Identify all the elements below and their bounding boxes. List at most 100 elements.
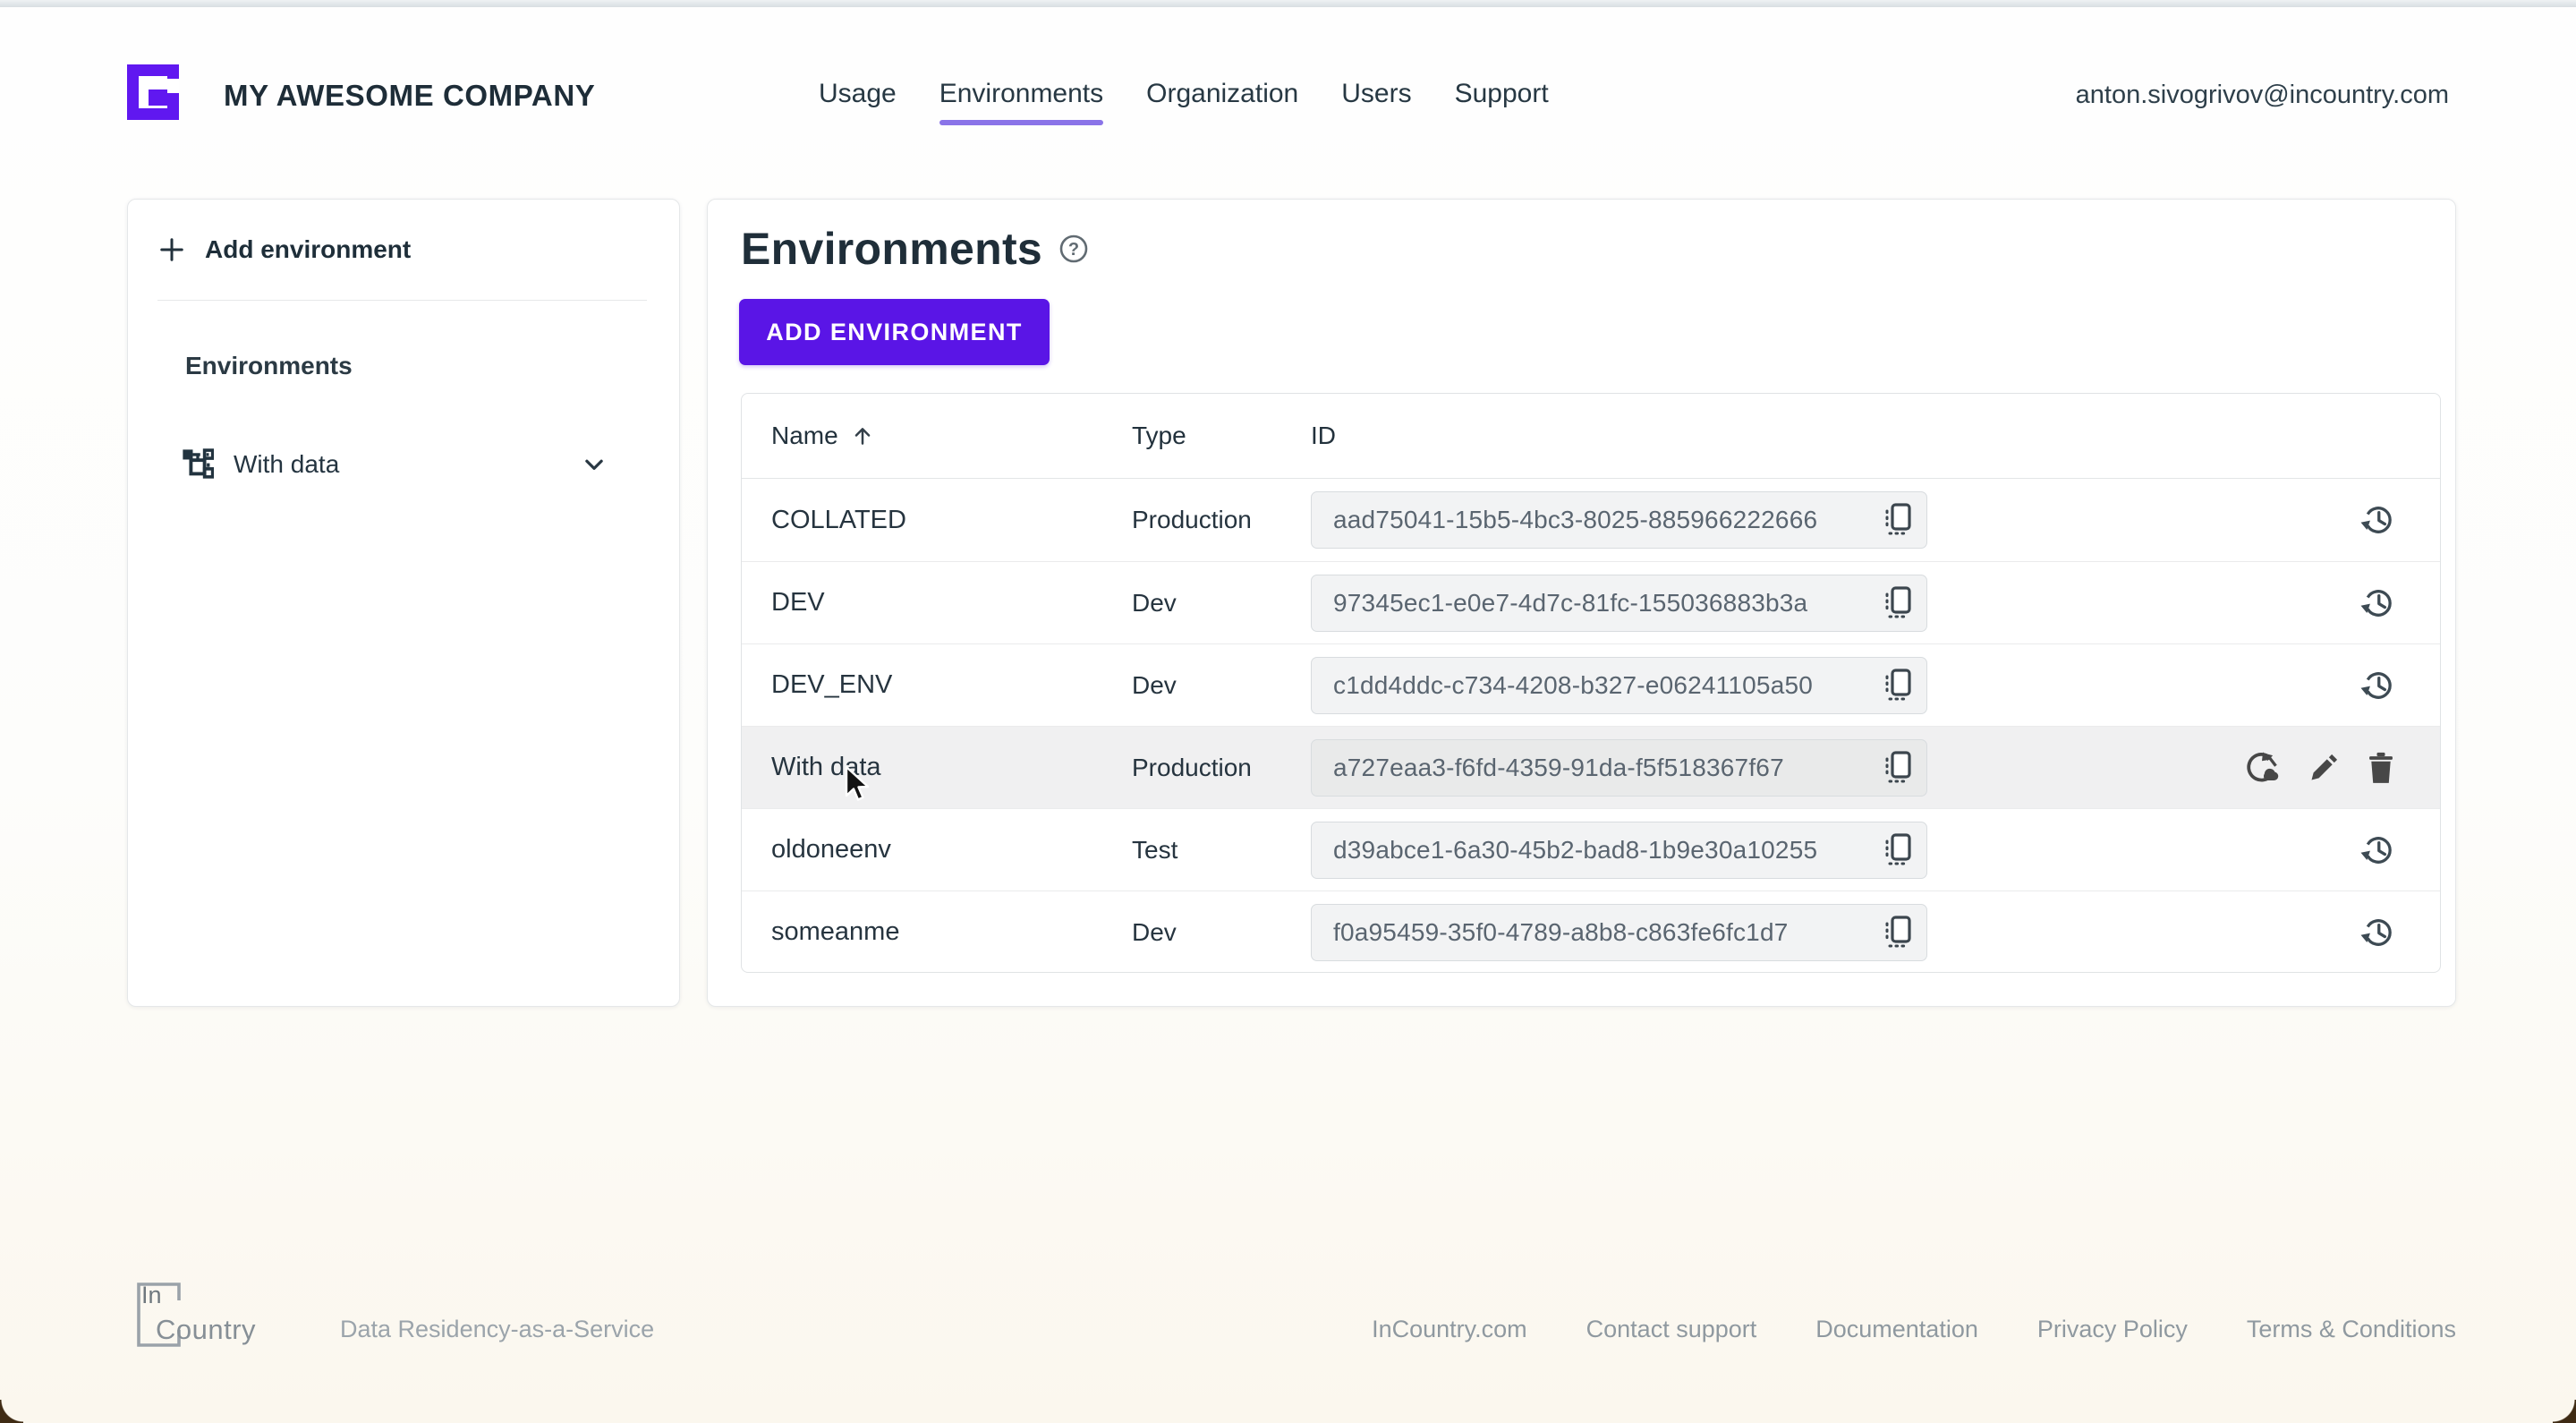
history-button[interactable] — [2358, 586, 2395, 620]
user-email[interactable]: anton.sivogrivov@incountry.com — [2075, 81, 2449, 109]
copy-icon — [1885, 915, 1911, 947]
table-row[interactable]: DEV Dev 97345ec1-e0e7-4d7c-81fc-15503688… — [742, 561, 2440, 643]
environments-panel: Environments ? ADD ENVIRONMENT Name Type… — [707, 199, 2456, 1007]
sidebar-item-with-data[interactable]: With data — [182, 439, 608, 490]
history-icon — [2360, 836, 2392, 864]
history-button[interactable] — [2358, 833, 2395, 867]
history-button[interactable] — [2358, 916, 2395, 950]
history-icon — [2360, 507, 2392, 533]
column-header-id[interactable]: ID — [1311, 422, 1336, 449]
delete-environment-button[interactable] — [2367, 752, 2395, 784]
env-type-cell: Test — [1132, 835, 1178, 864]
env-id-value: d39abce1-6a30-45b2-bad8-1b9e30a10255 — [1333, 835, 1818, 864]
history-icon — [2360, 589, 2392, 617]
table-header: Name Type ID — [742, 394, 2440, 479]
env-id-value: aad75041-15b5-4bc3-8025-885966222666 — [1333, 506, 1818, 533]
copy-id-button[interactable] — [1875, 580, 1921, 626]
env-id-value: f0a95459-35f0-4789-a8b8-c863fe6fc1d7 — [1333, 917, 1789, 946]
nav-item[interactable]: Organization — [1146, 79, 1299, 108]
table-row[interactable]: COLLATED Production aad75041-15b5-4bc3-8… — [742, 479, 2440, 561]
history-icon — [2360, 918, 2392, 946]
add-environment-button[interactable]: ADD ENVIRONMENT — [739, 299, 1050, 365]
chevron-down-icon[interactable] — [581, 451, 608, 478]
env-id-field[interactable]: c1dd4ddc-c734-4208-b327-e06241105a50 — [1311, 656, 1927, 714]
copy-icon — [1885, 503, 1911, 535]
footer-link[interactable]: Terms & Conditions — [2246, 1316, 2456, 1342]
desktop-corner — [0, 1400, 23, 1423]
copy-id-button[interactable] — [1875, 745, 1921, 791]
env-id-field[interactable]: d39abce1-6a30-45b2-bad8-1b9e30a10255 — [1311, 821, 1927, 879]
env-id-field[interactable]: aad75041-15b5-4bc3-8025-885966222666 — [1311, 491, 1927, 549]
copy-icon — [1885, 585, 1911, 618]
company-name: MY AWESOME COMPANY — [224, 79, 596, 112]
env-id-field[interactable]: f0a95459-35f0-4789-a8b8-c863fe6fc1d7 — [1311, 903, 1927, 961]
table-row[interactable]: DEV_ENV Dev c1dd4ddc-c734-4208-b327-e062… — [742, 643, 2440, 726]
env-type-cell: Dev — [1132, 588, 1177, 617]
trash-icon — [2369, 752, 2393, 783]
table-row[interactable]: With data Production a727eaa3-f6fd-4359-… — [742, 726, 2440, 808]
company-logo-icon — [127, 64, 179, 120]
env-name-cell: With data — [771, 753, 881, 781]
sidebar-divider — [157, 300, 647, 301]
help-icon[interactable]: ? — [1058, 234, 1089, 264]
env-name-cell: DEV_ENV — [771, 670, 893, 699]
footer-links: InCountry.com Contact support Documentatio… — [1372, 1316, 2456, 1343]
footer-link[interactable]: Documentation — [1815, 1316, 1978, 1342]
incountry-logo: In Country — [127, 1276, 315, 1366]
history-icon — [2360, 671, 2392, 699]
plus-icon — [160, 238, 183, 261]
sidebar-section-title: Environments — [185, 352, 353, 379]
main-nav: Usage Environments Organization Users Suppor… — [819, 79, 1549, 125]
copy-icon — [1885, 668, 1911, 700]
env-id-field[interactable]: a727eaa3-f6fd-4359-91da-f5f518367f67 — [1311, 738, 1927, 797]
history-button[interactable] — [2358, 669, 2395, 703]
nav-item[interactable]: Usage — [819, 79, 897, 108]
env-type-cell: Production — [1132, 506, 1252, 533]
app-header: MY AWESOME COMPANY Usage Environments Orga… — [0, 7, 2576, 158]
nav-item[interactable]: Support — [1454, 79, 1549, 108]
table-row[interactable]: oldoneenv Test d39abce1-6a30-45b2-bad8-1… — [742, 808, 2440, 890]
page-footer: In Country Data Residency-as-a-Service I… — [0, 1253, 2576, 1396]
sort-ascending-icon — [854, 428, 870, 445]
window-top-edge — [0, 0, 2576, 7]
svg-text:?: ? — [1068, 240, 1079, 260]
copy-id-button[interactable] — [1875, 827, 1921, 873]
table-body: COLLATED Production aad75041-15b5-4bc3-8… — [742, 479, 2440, 972]
sidebar-add-environment-button[interactable]: Add environment — [158, 235, 411, 264]
env-id-value: a727eaa3-f6fd-4359-91da-f5f518367f67 — [1333, 753, 1784, 781]
env-type-cell: Dev — [1132, 917, 1177, 946]
env-id-field[interactable]: 97345ec1-e0e7-4d7c-81fc-155036883b3a — [1311, 574, 1927, 632]
footer-link[interactable]: InCountry.com — [1372, 1316, 1527, 1342]
env-id-value: c1dd4ddc-c734-4208-b327-e06241105a50 — [1333, 670, 1814, 699]
env-name-cell: DEV — [771, 588, 825, 617]
column-header-type[interactable]: Type — [1132, 422, 1186, 449]
env-name-cell: someanme — [771, 917, 900, 946]
pencil-icon — [2311, 754, 2338, 780]
copy-id-button[interactable] — [1875, 662, 1921, 709]
copy-id-button[interactable] — [1875, 909, 1921, 956]
env-type-cell: Production — [1132, 753, 1252, 781]
copy-icon — [1885, 832, 1911, 865]
restore-data-icon — [2247, 751, 2279, 781]
nav-item[interactable]: Environments — [939, 79, 1104, 125]
env-type-cell: Dev — [1132, 670, 1177, 699]
footer-link[interactable]: Privacy Policy — [2036, 1316, 2188, 1342]
copy-id-button[interactable] — [1875, 497, 1921, 543]
environments-sidebar: Add environment Environments With data — [127, 199, 680, 1007]
env-name-cell: oldoneenv — [771, 835, 891, 864]
footer-tagline: Data Residency-as-a-Service — [340, 1316, 655, 1342]
environment-tree-icon — [183, 448, 214, 479]
desktop-corner — [2553, 1400, 2576, 1423]
environments-table: Name Type ID COLLATED Production — [741, 393, 2441, 973]
copy-icon — [1885, 750, 1911, 782]
env-name-cell: COLLATED — [771, 505, 906, 534]
column-header-name[interactable]: Name — [771, 422, 1132, 450]
history-button[interactable] — [2358, 503, 2395, 537]
footer-link[interactable]: Contact support — [1586, 1316, 1757, 1342]
nav-item[interactable]: Users — [1341, 79, 1412, 108]
restore-data-button[interactable] — [2243, 751, 2281, 785]
incountry-bracket-icon — [137, 1282, 181, 1347]
edit-environment-button[interactable] — [2308, 752, 2340, 784]
table-row[interactable]: someanme Dev f0a95459-35f0-4789-a8b8-c86… — [742, 890, 2440, 972]
